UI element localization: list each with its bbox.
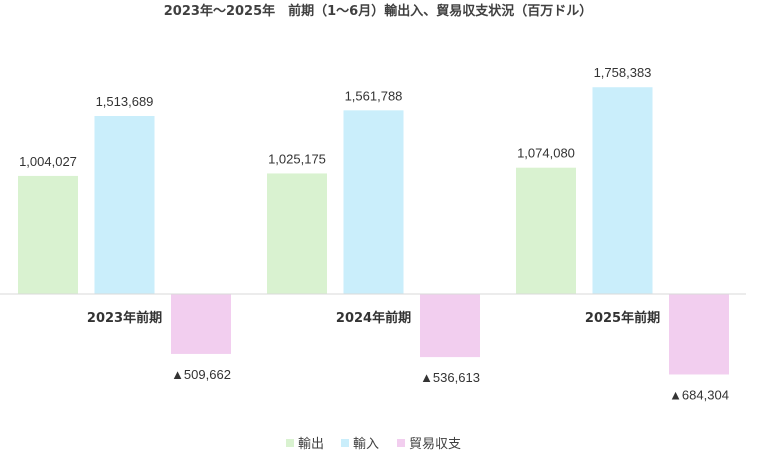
legend-label-balance: 貿易収支 [409, 437, 461, 452]
data-label-export-2: 1,025,175 [268, 151, 326, 166]
data-label-export-3: 1,074,080 [517, 146, 575, 161]
bar-balance-3 [669, 294, 729, 375]
bar-export-3 [516, 167, 576, 294]
bar-balance-1 [171, 294, 231, 354]
bar-balance-2 [420, 294, 480, 358]
data-label-balance-1: ▲509,662 [171, 367, 231, 382]
labels-layer: 1,004,027 1,513,689 ▲509,662 2023年前期 1,025,1… [19, 65, 729, 402]
data-label-export-1: 1,004,027 [19, 154, 77, 169]
data-label-import-2: 1,561,788 [345, 88, 403, 103]
bar-import-1 [94, 116, 155, 294]
category-label-1: 2023年前期 [87, 310, 162, 326]
legend-label-import: 輸入 [353, 437, 379, 452]
category-label-2: 2024年前期 [336, 310, 411, 326]
data-label-balance-3: ▲684,304 [669, 387, 729, 402]
data-label-import-3: 1,758,383 [594, 65, 652, 80]
legend-swatch-export [286, 439, 294, 447]
chart-title: 2023年〜2025年 前期（1〜6月）輸出入、貿易収支状況（百万ドル） [164, 3, 592, 19]
bar-export-2 [267, 173, 327, 294]
legend: 輸出 輸入 貿易収支 [286, 437, 461, 452]
bar-import-2 [343, 110, 404, 294]
legend-swatch-import [341, 439, 349, 447]
legend-swatch-balance [397, 439, 405, 447]
category-label-3: 2025年前期 [585, 310, 660, 326]
bar-export-1 [18, 175, 78, 294]
bar-import-3 [592, 87, 653, 294]
data-label-import-1: 1,513,689 [96, 94, 154, 109]
bars-layer [18, 87, 729, 375]
data-label-balance-2: ▲536,613 [420, 370, 480, 385]
legend-label-export: 輸出 [298, 437, 324, 452]
